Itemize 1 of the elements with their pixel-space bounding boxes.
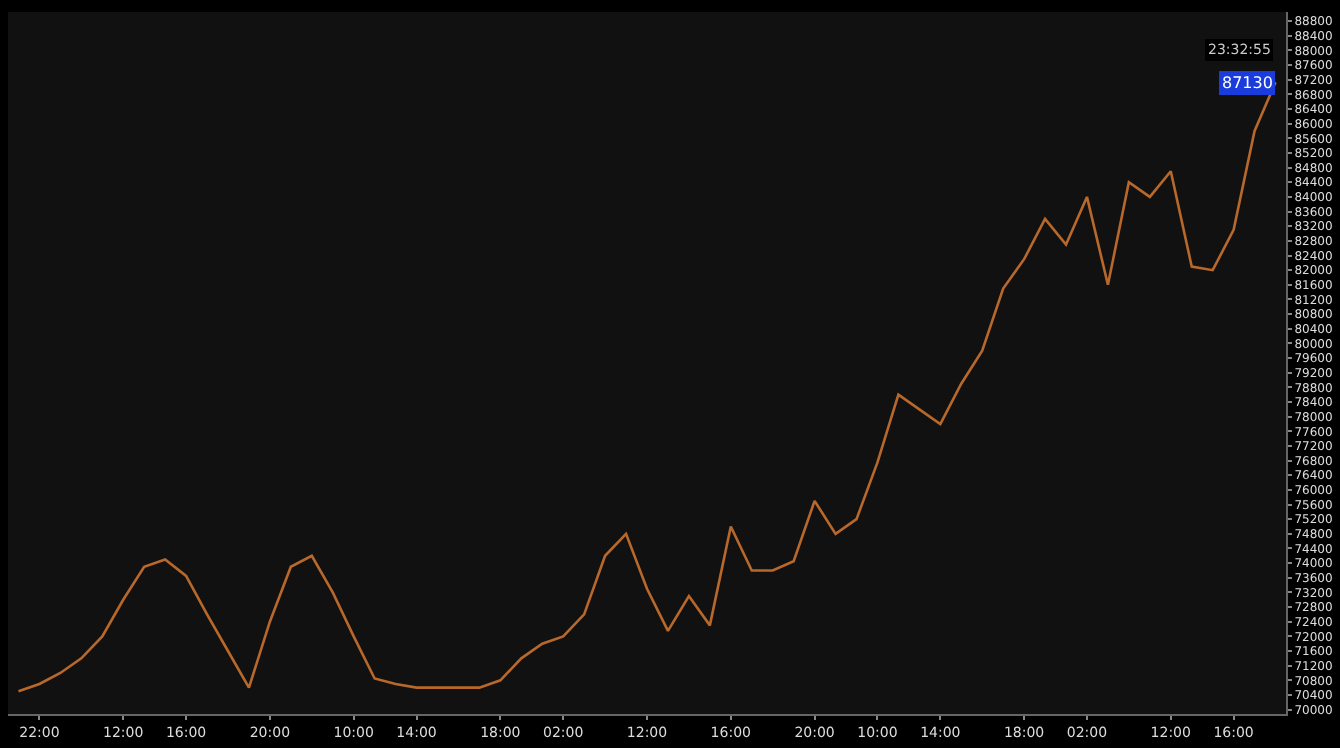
annotation: 87130: [1222, 74, 1273, 92]
